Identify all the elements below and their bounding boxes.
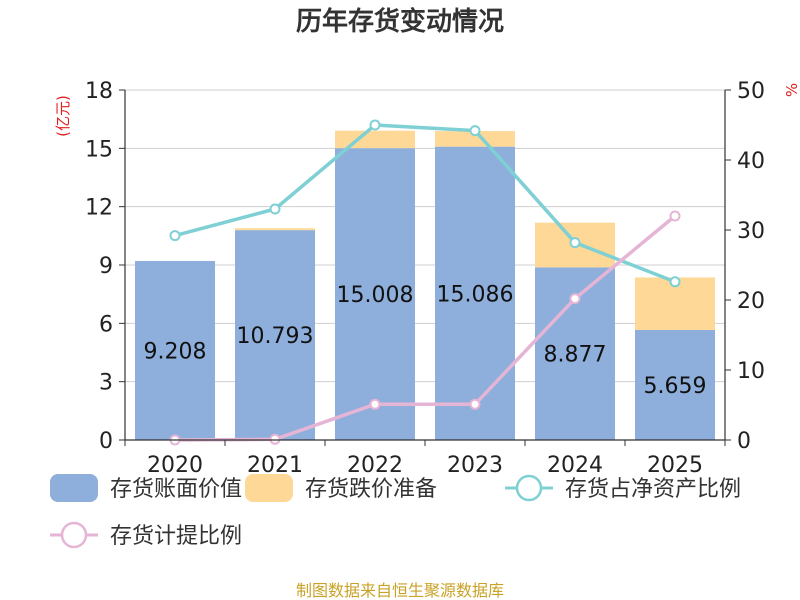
x-tick-label: 2022 <box>347 453 403 478</box>
right-tick-label: 10 <box>737 359 765 384</box>
left-tick-label: 3 <box>99 371 113 396</box>
x-tick-label: 2023 <box>447 453 503 478</box>
line-point <box>669 210 681 222</box>
bar-value-label: 10.793 <box>237 324 314 349</box>
line-point <box>369 119 381 131</box>
x-tick-label: 2020 <box>147 453 203 478</box>
legend-label: 存货跌价准备 <box>305 477 437 502</box>
x-tick-label: 2025 <box>647 453 703 478</box>
x-tick-label: 2021 <box>247 453 303 478</box>
line-series <box>174 123 676 284</box>
right-tick-label: 50 <box>737 79 765 104</box>
right-tick-label: 20 <box>737 289 765 314</box>
left-tick-label: 18 <box>85 79 113 104</box>
legend-label: 存货计提比例 <box>110 524 242 549</box>
right-tick-label: 40 <box>737 149 765 174</box>
line-point <box>269 433 281 445</box>
right-axis-unit: % <box>783 83 800 97</box>
source-note: 制图数据来自恒生聚源数据库 <box>296 581 504 600</box>
bar-value-label: 8.877 <box>544 343 607 368</box>
left-axis-unit: (亿元) <box>54 95 72 137</box>
line-point <box>469 125 481 137</box>
legend-label: 存货账面价值 <box>110 477 242 502</box>
legend-label: 存货占净资产比例 <box>565 477 741 502</box>
left-tick-label: 9 <box>99 254 113 279</box>
line-point <box>569 237 581 249</box>
line-point <box>169 230 181 242</box>
bar-provision <box>335 130 415 149</box>
legend-swatch-marker <box>515 474 543 502</box>
bar-value-label: 15.008 <box>337 283 414 308</box>
bar-book-value <box>435 146 515 440</box>
bar-value-label: 9.208 <box>144 339 207 364</box>
x-tick-label: 2024 <box>547 453 603 478</box>
line-point <box>469 398 481 410</box>
line-point <box>669 276 681 288</box>
line-point <box>269 203 281 215</box>
bar-book-value <box>335 148 415 440</box>
line-point <box>569 293 581 305</box>
right-tick-label: 0 <box>737 429 751 454</box>
left-tick-label: 6 <box>99 312 113 337</box>
bar-value-label: 15.086 <box>437 282 514 307</box>
bar-provision <box>235 228 315 231</box>
bar-book-value <box>235 230 315 440</box>
legend-swatch-bar <box>245 474 293 502</box>
line-point <box>369 398 381 410</box>
bar-book-value <box>135 260 215 440</box>
bar-value-label: 5.659 <box>644 374 707 399</box>
legend-swatch-bar <box>50 474 98 502</box>
bar-provision <box>435 131 515 147</box>
left-tick-label: 12 <box>85 196 113 221</box>
left-tick-label: 0 <box>99 429 113 454</box>
right-tick-label: 30 <box>737 219 765 244</box>
legend-swatch-marker <box>60 521 88 549</box>
bar-book-value <box>635 329 715 440</box>
chart-title: 历年存货变动情况 <box>296 6 504 37</box>
left-tick-label: 15 <box>85 137 113 162</box>
